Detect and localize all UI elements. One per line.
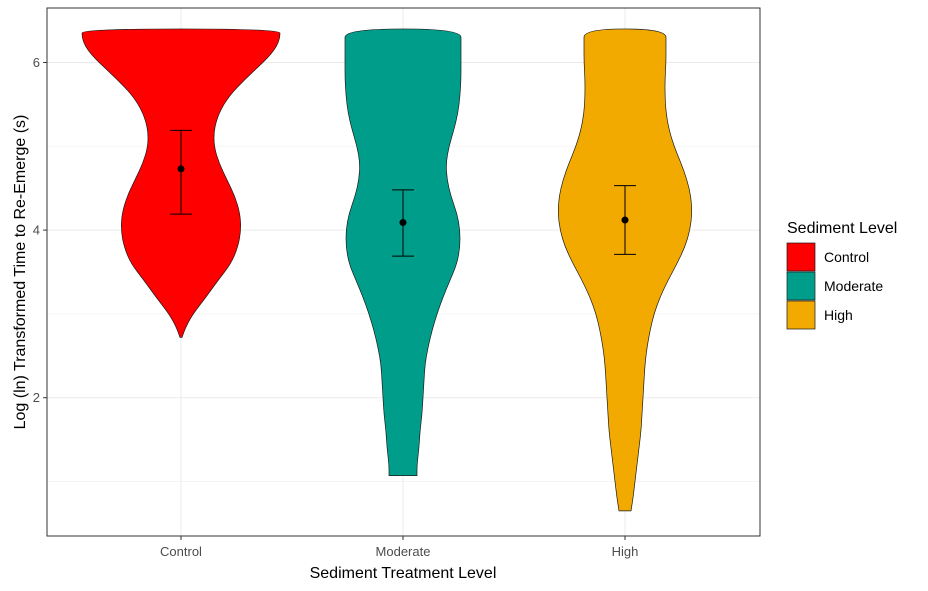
x-axis-title: Sediment Treatment Level [310,565,497,582]
legend-key-control [786,242,816,272]
x-tick-label-high: High [612,544,639,559]
legend-label-control: Control [824,249,869,265]
x-axis-ticks: Control Moderate High [160,536,638,559]
legend: Sediment Level Control Moderate High [786,220,897,330]
y-tick-label: 4 [33,223,40,238]
x-tick-label-moderate: Moderate [376,544,431,559]
error-bars [170,129,636,257]
mean-point-control [177,165,185,173]
y-tick-label: 2 [33,390,40,405]
legend-key-moderate [786,271,816,301]
mean-point-moderate [399,219,407,227]
y-tick-label: 6 [33,55,40,70]
legend-key-high [786,300,816,330]
y-axis-title: Log (ln) Transformed Time to Re-Emerge (… [12,115,29,430]
legend-title: Sediment Level [787,220,897,237]
y-axis-ticks: 2 4 6 [33,55,47,405]
legend-label-high: High [824,307,853,323]
violin-high [557,28,693,512]
mean-point-high [621,216,629,224]
legend-label-moderate: Moderate [824,278,883,294]
x-tick-label-control: Control [160,544,202,559]
